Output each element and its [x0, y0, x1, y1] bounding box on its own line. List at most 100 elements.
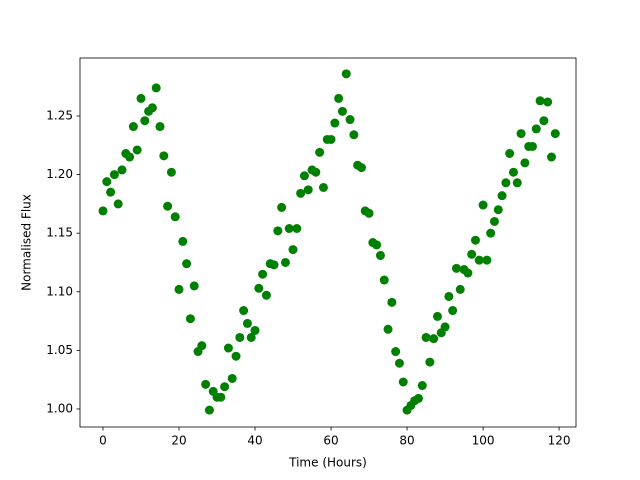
data-point	[531, 124, 541, 134]
data-point	[467, 249, 477, 259]
data-point	[527, 141, 537, 151]
data-point	[478, 200, 488, 210]
data-point	[261, 290, 271, 300]
data-point	[216, 392, 226, 402]
data-point	[303, 185, 313, 195]
data-point	[516, 129, 526, 139]
y-tick-label: 1.20	[46, 167, 73, 181]
data-point	[246, 332, 256, 342]
y-tick-label: 1.15	[46, 226, 73, 240]
data-point	[505, 149, 515, 159]
data-point	[349, 130, 359, 140]
data-point	[501, 178, 511, 188]
data-point	[432, 311, 442, 321]
x-tick-label: 40	[247, 434, 262, 448]
data-point	[482, 255, 492, 265]
x-tick-label: 120	[548, 434, 571, 448]
data-point	[448, 306, 458, 316]
data-point	[341, 69, 351, 79]
y-tick-label: 1.10	[46, 284, 73, 298]
data-point	[520, 158, 530, 168]
data-point	[201, 379, 211, 389]
data-point	[474, 255, 484, 265]
data-point	[140, 116, 150, 126]
data-point	[425, 357, 435, 367]
data-point	[132, 145, 142, 155]
x-tick-label: 100	[472, 434, 495, 448]
data-point	[440, 322, 450, 332]
data-point	[387, 297, 397, 307]
y-tick-label: 1.00	[46, 401, 73, 415]
data-point	[178, 236, 188, 246]
data-point	[326, 134, 336, 144]
data-point	[242, 318, 252, 328]
data-point	[182, 259, 192, 269]
y-tick-label: 1.25	[46, 109, 73, 123]
y-tick-label: 1.05	[46, 343, 73, 357]
data-point	[463, 268, 473, 278]
x-tick-label: 0	[99, 434, 107, 448]
data-point	[235, 332, 245, 342]
data-point	[292, 223, 302, 233]
data-point	[334, 93, 344, 103]
data-point	[288, 245, 298, 255]
data-point	[330, 118, 340, 128]
data-point	[296, 188, 306, 198]
data-point	[535, 96, 545, 106]
data-point	[109, 170, 119, 180]
data-point	[375, 250, 385, 260]
data-point	[444, 291, 454, 301]
x-tick-label: 80	[399, 434, 414, 448]
data-point	[155, 122, 165, 132]
data-point	[170, 212, 180, 222]
data-point	[189, 281, 199, 291]
data-point	[269, 260, 279, 270]
data-point	[394, 358, 404, 368]
data-point	[486, 228, 496, 238]
data-point	[421, 332, 431, 342]
data-point	[493, 205, 503, 215]
data-point	[379, 275, 389, 285]
data-point	[337, 106, 347, 116]
data-point	[147, 103, 157, 113]
x-tick-label: 20	[171, 434, 186, 448]
data-point	[258, 269, 268, 279]
data-point	[417, 381, 427, 391]
data-point	[372, 240, 382, 250]
y-axis-label: Normalised Flux	[20, 194, 34, 291]
data-point	[197, 341, 207, 351]
data-point	[204, 405, 214, 415]
data-point	[550, 129, 560, 139]
data-point	[174, 284, 184, 294]
data-point	[254, 283, 264, 293]
data-point	[391, 347, 401, 357]
data-point	[106, 187, 116, 197]
data-point	[136, 93, 146, 103]
data-point	[345, 115, 355, 125]
data-point	[128, 122, 138, 132]
data-point	[489, 216, 499, 226]
data-point	[227, 373, 237, 383]
data-point	[318, 182, 328, 192]
data-point	[451, 263, 461, 273]
data-point	[223, 343, 233, 353]
data-point	[470, 235, 480, 245]
data-point	[539, 116, 549, 126]
data-point	[546, 152, 556, 162]
data-point	[125, 152, 135, 162]
data-point	[277, 202, 287, 212]
data-point	[356, 163, 366, 173]
data-point	[250, 325, 260, 335]
data-point	[299, 171, 309, 181]
data-point	[455, 284, 465, 294]
data-point	[280, 257, 290, 267]
data-point	[284, 223, 294, 233]
data-point	[102, 177, 112, 187]
data-point	[151, 83, 161, 93]
data-point	[98, 206, 108, 216]
data-point	[117, 165, 127, 175]
data-point	[159, 151, 169, 161]
data-point	[398, 377, 408, 387]
